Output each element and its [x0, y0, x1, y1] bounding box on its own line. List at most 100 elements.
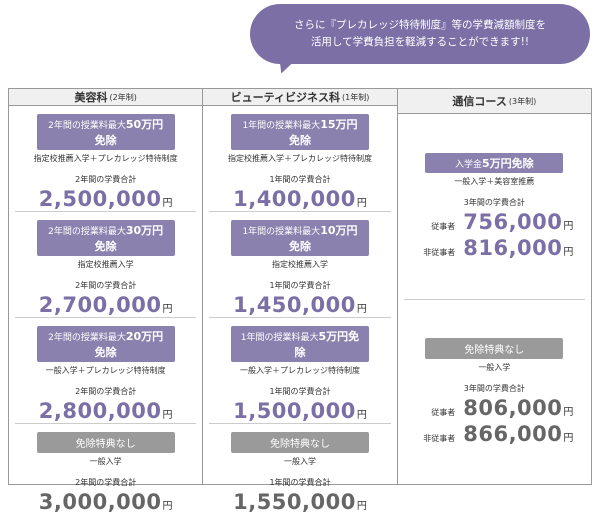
price-row: 2,800,000 円	[39, 399, 173, 423]
badge-text: 2年間の授業料最大	[48, 333, 126, 343]
badge-highlight: 50万円免除	[94, 118, 164, 147]
badge: 免除特典なし	[36, 432, 175, 453]
badge-highlight: 10万円免除	[288, 224, 358, 253]
total-label: 3年間の学費合計	[463, 197, 525, 207]
badge-text: 免除特典なし	[464, 344, 525, 356]
fee-cell: 免除特典なし 一般入学 3年間の学費合計 従事者 806,000 円非従事者 866,000…	[404, 300, 585, 485]
fee-cell: 入学金5万円免除一般入学＋美容室推薦 3年間の学費合計従事者 756,000 円非従事…	[403, 114, 585, 300]
total-label: 2年間の学費合計	[75, 175, 137, 184]
price-row: 1,450,000 円	[233, 293, 367, 317]
badge: 1年間の授業料最大15万円免除	[230, 114, 369, 150]
price-label: 従事者	[431, 407, 456, 417]
amount: 1,550,000	[233, 490, 356, 514]
amount: 816,000	[463, 235, 563, 260]
price-label: 非従事者	[423, 247, 456, 257]
total-label: 2年間の学費合計	[75, 478, 137, 487]
column-duration: (1年制)	[341, 92, 370, 102]
unit: 円	[162, 198, 173, 209]
column-header: 通信コース (3年制)	[397, 89, 591, 114]
column-duration: (3年制)	[508, 96, 537, 106]
badge: 2年間の授業料最大30万円免除	[36, 220, 175, 256]
price-row: 1,550,000 円	[233, 490, 367, 514]
condition: 指定校推薦入学	[77, 260, 134, 269]
fee-cell: 2年間の授業料最大50万円免除指定校推薦入学＋プレカレッジ特待制度 2年間の学費合…	[15, 106, 197, 212]
fee-cell: 1年間の授業料最大15万円免除 指定校推薦入学＋プレカレッジ特待制度 1年間の学費合…	[209, 106, 391, 212]
unit: 円	[162, 304, 173, 315]
condition: 一般入学＋プレカレッジ特待制度	[239, 366, 360, 375]
price-row: 1,400,000 円	[233, 187, 367, 211]
column-header: ビューティビジネス科 (1年制)	[203, 89, 397, 106]
total-label: 1年間の学費合計	[269, 175, 331, 184]
total-label: 2年間の学費合計	[75, 387, 137, 396]
badge-text: 免除特典なし	[75, 439, 136, 450]
column: 美容科 (2年制) 2年間の授業料最大50万円免除 指定校推薦入学＋プレカレッジ特待制…	[9, 89, 204, 514]
unit: 円	[356, 410, 367, 421]
amount: 866,000	[463, 421, 563, 446]
price-label: 従事者	[431, 221, 456, 231]
badge-highlight: 30万円免除	[94, 224, 164, 253]
badge: 1年間の授業料最大10万円免除	[230, 220, 369, 256]
unit: 円	[356, 198, 367, 209]
badge-text: 2年間の授業料最大	[48, 121, 126, 131]
price-row: 3,000,000 円	[39, 490, 173, 514]
column: 通信コース (3年制) 入学金5万円免除一般入学＋美容室推薦 3年間の学費合計従事者 7…	[397, 89, 591, 485]
amount: 756,000	[463, 209, 563, 234]
price-row: 非従事者 866,000 円	[415, 422, 573, 446]
total-label: 1年間の学費合計	[269, 387, 331, 396]
amount: 2,800,000	[38, 399, 162, 423]
callout-line: 活用して学費負担を軽減することができます!!	[310, 36, 530, 48]
callout: さらに『プレカレッジ特待制度』等の学費減額制度を 活用して学費負担を軽減すること…	[250, 4, 590, 64]
callout-line: さらに『プレカレッジ特待制度』等の学費減額制度を	[294, 19, 546, 31]
unit: 円	[162, 501, 173, 512]
fee-cell: 免除特典なし 一般入学 2年間の学費合計 3,000,000 円	[15, 424, 196, 514]
fee-cell: 免除特典なし 一般入学 1年間の学費合計 1,550,000 円	[209, 424, 390, 514]
badge-highlight: 5万円免除	[294, 330, 360, 359]
badge: 2年間の授業料最大20万円免除	[36, 326, 175, 362]
condition: 一般入学＋プレカレッジ特待制度	[45, 366, 166, 375]
condition: 指定校推薦入学	[271, 260, 328, 269]
badge-text: 2年間の授業料最大	[48, 227, 126, 237]
price-label: 非従事者	[423, 433, 456, 443]
amount: 1,400,000	[233, 187, 356, 211]
price-row: 従事者 806,000 円	[415, 396, 573, 420]
column-title: 通信コース	[452, 95, 507, 108]
badge-highlight: 5万円免除	[481, 156, 534, 170]
unit: 円	[356, 304, 367, 315]
badge-highlight: 15万円免除	[288, 118, 358, 147]
badge-text: 免除特典なし	[269, 439, 330, 450]
badge: 1年間の授業料最大5万円免除	[230, 326, 369, 362]
badge: 入学金5万円免除	[425, 152, 564, 173]
badge-text: 1年間の授業料最大	[242, 121, 321, 131]
fee-cell: 2年間の授業料最大20万円免除一般入学＋プレカレッジ特待制度 2年間の学費合計 2,…	[15, 318, 197, 424]
fee-cell: 1年間の授業料最大5万円免除一般入学＋プレカレッジ特待制度 1年間の学費合計 1,5…	[209, 318, 391, 424]
fee-cell: 1年間の授業料最大10万円免除指定校推薦入学 1年間の学費合計 1,450,000 円	[209, 212, 391, 318]
column-header: 美容科 (2年制)	[9, 89, 203, 106]
badge: 免除特典なし	[230, 432, 369, 453]
price-row: 非従事者 816,000 円	[415, 236, 573, 260]
unit: 円	[563, 406, 574, 418]
column-duration: (2年制)	[109, 92, 137, 102]
amount: 2,700,000	[38, 293, 162, 317]
price-row: 2,700,000 円	[39, 293, 173, 317]
amount: 2,500,000	[38, 187, 162, 211]
column-title: 美容科	[74, 91, 108, 104]
badge-text: 1年間の授業料最大	[240, 333, 319, 343]
badge-text: 入学金	[454, 159, 482, 170]
price-row: 1,500,000 円	[233, 399, 367, 423]
total-label: 2年間の学費合計	[75, 281, 137, 290]
price-row: 2,500,000 円	[39, 187, 173, 211]
unit: 円	[356, 501, 367, 512]
total-label: 1年間の学費合計	[269, 281, 331, 290]
condition: 指定校推薦入学＋プレカレッジ特待制度	[33, 154, 178, 163]
amount: 3,000,000	[38, 490, 162, 514]
badge: 2年間の授業料最大50万円免除	[36, 114, 175, 150]
unit: 円	[563, 220, 574, 232]
condition: 一般入学＋美容室推薦	[454, 176, 535, 186]
unit: 円	[563, 432, 574, 444]
condition: 一般入学	[478, 362, 511, 372]
badge-text: 1年間の授業料最大	[242, 227, 321, 237]
price-row: 従事者 756,000 円	[415, 210, 573, 234]
condition: 一般入学	[283, 457, 316, 466]
fee-table: 美容科 (2年制) 2年間の授業料最大50万円免除 指定校推薦入学＋プレカレッジ特待制…	[8, 88, 592, 514]
unit: 円	[162, 410, 173, 421]
